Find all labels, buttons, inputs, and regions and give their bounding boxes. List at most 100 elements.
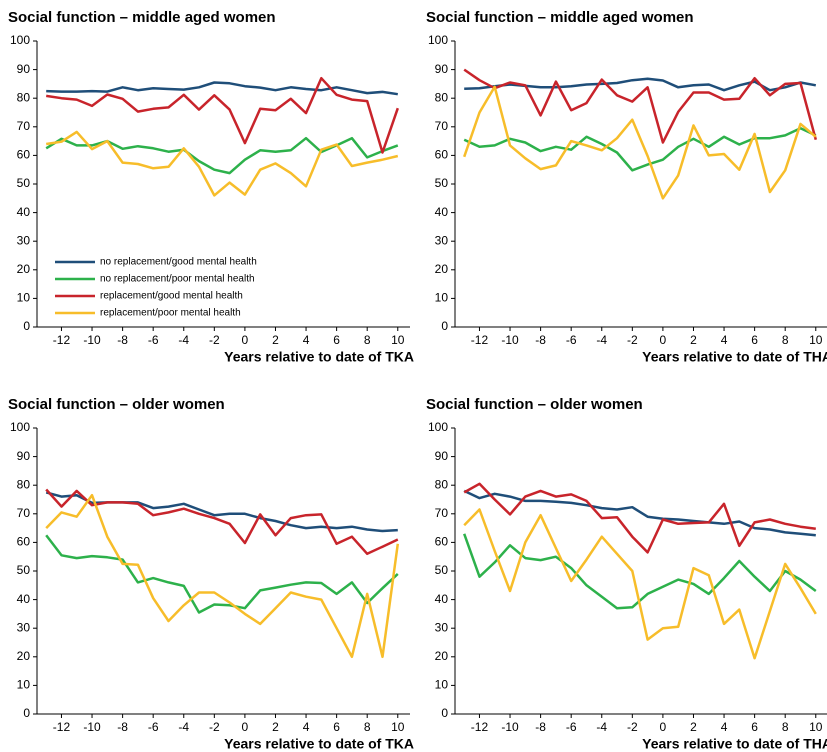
series-line [463, 85, 817, 200]
y-tick-label: 0 [441, 706, 448, 720]
x-tick-label: -10 [501, 333, 519, 347]
x-tick-label: -8 [117, 333, 128, 347]
y-tick-label: 100 [10, 33, 30, 47]
x-tick-label: 10 [391, 720, 405, 734]
y-tick-label: 70 [17, 506, 31, 520]
x-tick-label: -10 [83, 333, 101, 347]
series-line [463, 126, 817, 172]
series-line [45, 488, 399, 556]
x-tick-label: -4 [596, 720, 607, 734]
x-tick-label: 10 [809, 333, 823, 347]
y-tick-label: 40 [17, 592, 31, 606]
y-tick-label: 90 [435, 62, 449, 76]
y-tick-label: 20 [17, 649, 31, 663]
series-line [463, 489, 816, 537]
y-tick-label: 40 [435, 205, 449, 219]
x-axis-label: Years relative to date of TKA [224, 736, 414, 752]
x-tick-label: -8 [535, 720, 546, 734]
y-tick-label: 30 [17, 620, 31, 634]
x-tick-label: -8 [117, 720, 128, 734]
y-tick-label: 50 [17, 176, 31, 190]
x-tick-label: 6 [333, 333, 340, 347]
x-tick-label: 6 [751, 720, 758, 734]
y-tick-label: 10 [17, 678, 31, 692]
y-tick-label: 80 [435, 90, 449, 104]
y-tick-label: 70 [435, 506, 449, 520]
y-tick-label: 90 [17, 449, 31, 463]
x-tick-label: 6 [751, 333, 758, 347]
x-axis-label: Years relative to date of TKA [224, 349, 414, 365]
series-line [46, 81, 398, 96]
y-tick-label: 30 [17, 233, 31, 247]
x-tick-label: -12 [53, 720, 71, 734]
y-tick-label: 60 [435, 535, 449, 549]
y-tick-label: 90 [435, 449, 449, 463]
y-tick-label: 80 [435, 477, 449, 491]
y-tick-label: 80 [17, 90, 31, 104]
legend-label: replacement/poor mental health [100, 308, 241, 319]
series-line [463, 508, 817, 660]
x-tick-label: -12 [471, 333, 489, 347]
chart-title: Social function – middle aged women [8, 9, 276, 26]
x-tick-label: -4 [596, 333, 607, 347]
x-tick-label: 8 [364, 720, 371, 734]
x-tick-label: 2 [690, 720, 697, 734]
x-tick-label: 10 [391, 333, 405, 347]
y-tick-label: 100 [10, 420, 30, 434]
chart-title: Social function – older women [426, 396, 643, 413]
y-tick-label: 80 [17, 477, 31, 491]
y-tick-label: 60 [435, 148, 449, 162]
x-tick-label: -2 [209, 333, 220, 347]
y-tick-label: 10 [435, 678, 449, 692]
x-tick-label: 4 [303, 720, 310, 734]
x-tick-label: 6 [333, 720, 340, 734]
y-tick-label: 50 [435, 176, 449, 190]
x-tick-label: -2 [627, 720, 638, 734]
legend-label: no replacement/poor mental health [100, 274, 255, 285]
x-tick-label: 0 [660, 720, 667, 734]
x-tick-label: -2 [209, 720, 220, 734]
y-tick-label: 30 [435, 233, 449, 247]
series-line [46, 130, 399, 197]
y-tick-label: 50 [435, 563, 449, 577]
legend-label: replacement/good mental health [100, 291, 243, 302]
legend-label: no replacement/good mental health [100, 257, 257, 268]
y-tick-label: 50 [17, 563, 31, 577]
x-tick-label: 8 [782, 333, 789, 347]
x-tick-label: 4 [721, 333, 728, 347]
x-tick-label: -2 [627, 333, 638, 347]
x-tick-label: -4 [178, 333, 189, 347]
x-tick-label: 8 [364, 333, 371, 347]
y-tick-label: 70 [17, 119, 31, 133]
y-tick-label: 10 [435, 291, 449, 305]
x-axis-label: Years relative to date of THA [642, 349, 827, 365]
x-tick-label: -10 [501, 720, 519, 734]
x-tick-label: 2 [272, 333, 279, 347]
x-tick-label: -6 [566, 720, 577, 734]
chart-title: Social function – middle aged women [426, 9, 694, 26]
y-tick-label: 20 [17, 262, 31, 276]
x-tick-label: 10 [809, 720, 823, 734]
x-tick-label: -4 [178, 720, 189, 734]
series-line [463, 482, 816, 554]
x-tick-label: 0 [242, 333, 249, 347]
y-tick-label: 30 [435, 620, 449, 634]
y-tick-label: 40 [17, 205, 31, 219]
x-tick-label: 8 [782, 720, 789, 734]
x-tick-label: -8 [535, 333, 546, 347]
y-tick-label: 100 [428, 33, 448, 47]
series-line [45, 534, 399, 614]
x-tick-label: 4 [303, 333, 310, 347]
y-tick-label: 20 [435, 262, 449, 276]
y-tick-label: 0 [23, 319, 30, 333]
x-tick-label: -10 [83, 720, 101, 734]
x-tick-label: -12 [53, 333, 71, 347]
x-tick-label: -6 [566, 333, 577, 347]
x-tick-label: 2 [690, 333, 697, 347]
series-line [46, 76, 399, 154]
x-axis-label: Years relative to date of THA [642, 736, 827, 752]
x-tick-label: -12 [471, 720, 489, 734]
y-tick-label: 60 [17, 535, 31, 549]
y-tick-label: 10 [17, 291, 31, 305]
